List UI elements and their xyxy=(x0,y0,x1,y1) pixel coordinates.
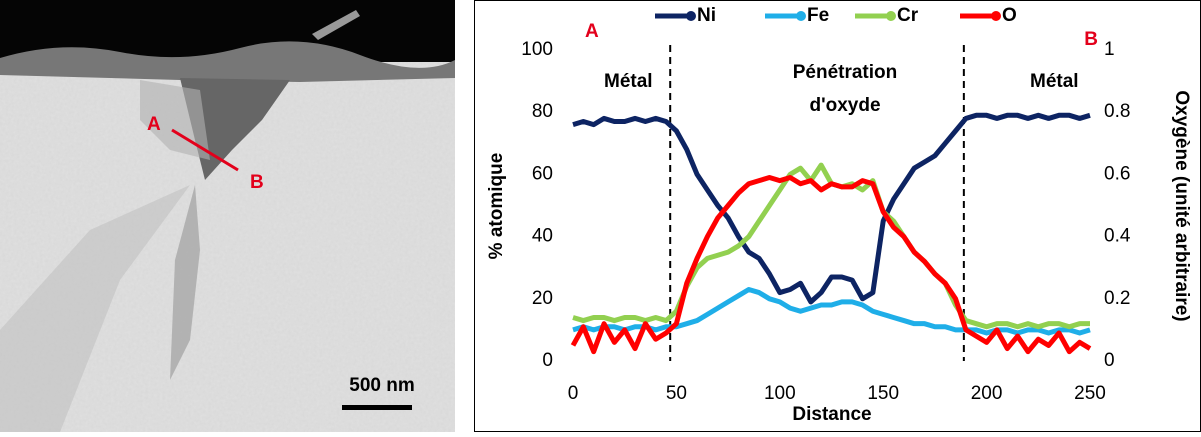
series-line xyxy=(570,175,1092,355)
x-axis-title: Distance xyxy=(792,404,871,425)
annotation: Pénétration xyxy=(793,62,898,83)
y2-tick-label: 1 xyxy=(1104,39,1115,60)
legend-label: O xyxy=(1002,5,1017,26)
y-tick-label: 80 xyxy=(532,101,553,122)
y2-tick-label: 0.6 xyxy=(1104,163,1130,184)
y-tick-label: 100 xyxy=(521,39,553,60)
legend-marker xyxy=(991,11,1001,21)
x-tick-label: 250 xyxy=(1074,383,1106,404)
legend-marker xyxy=(886,11,896,21)
y-axis-title: % atomique xyxy=(486,153,507,260)
legend-marker xyxy=(796,11,806,21)
x-tick-label: 200 xyxy=(971,383,1003,404)
scale-bar-label: 500 nm xyxy=(349,375,414,396)
annotation: Métal xyxy=(604,71,653,92)
y2-tick-label: 0 xyxy=(1104,350,1115,371)
y2-tick-label: 0.4 xyxy=(1104,226,1131,247)
y2-tick-label: 0.2 xyxy=(1104,288,1130,309)
x-tick-label: 150 xyxy=(867,383,899,404)
annotation: A xyxy=(585,21,599,42)
annotation: d'oxyde xyxy=(809,95,880,116)
annotation: B xyxy=(1084,29,1098,50)
legend-label: Ni xyxy=(697,5,716,26)
y-tick-label: 40 xyxy=(532,226,553,247)
legend-marker xyxy=(686,11,696,21)
y-tick-label: 0 xyxy=(542,350,553,371)
legend-label: Fe xyxy=(807,5,829,26)
x-tick-label: 50 xyxy=(666,383,687,404)
micrograph xyxy=(0,0,455,432)
y-tick-label: 20 xyxy=(532,288,553,309)
point-label: A xyxy=(147,114,161,135)
annotation: Métal xyxy=(1030,71,1079,92)
y2-tick-label: 0.8 xyxy=(1104,101,1130,122)
x-tick-label: 100 xyxy=(764,383,796,404)
x-tick-label: 0 xyxy=(568,383,579,404)
legend-label: Cr xyxy=(897,5,919,26)
series-line xyxy=(572,286,1091,336)
series-line xyxy=(572,112,1091,305)
point-label: B xyxy=(250,172,264,193)
y2-axis-title: Oxygène (unité arbitraire) xyxy=(1171,90,1192,321)
y-tick-label: 60 xyxy=(532,163,553,184)
